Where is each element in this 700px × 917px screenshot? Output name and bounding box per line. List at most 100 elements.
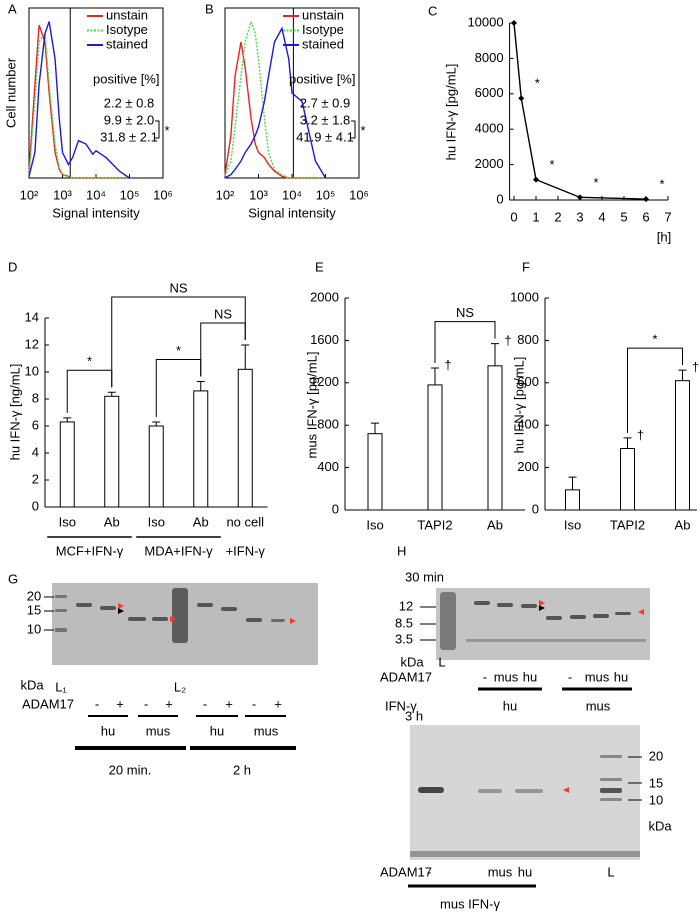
treatment: hu: [614, 669, 628, 684]
arrowhead: [118, 608, 124, 614]
bar-note: †: [637, 427, 644, 442]
error-bar: [107, 391, 116, 397]
data-point: [518, 95, 525, 102]
marker-size: 15: [649, 775, 663, 790]
y-tick-label: 800: [317, 417, 339, 432]
x-tick-label: 1: [532, 209, 539, 224]
panel-label: D: [8, 259, 17, 274]
error-bar: [63, 417, 72, 422]
x-tick-label: 10⁶: [349, 187, 369, 202]
x-tick-label: 6: [642, 209, 649, 224]
legend-label: stained: [106, 36, 148, 51]
x-tick-label: 10³: [249, 187, 268, 202]
y-tick-label: 1200: [310, 374, 339, 389]
x-axis-label: [h]: [657, 229, 671, 244]
arrowhead: [290, 618, 296, 624]
y-tick-label: 1000: [510, 289, 539, 304]
x-tick-label: 3: [576, 209, 583, 224]
treatment: -: [95, 696, 99, 711]
treatment: -: [427, 864, 431, 879]
treatment: -: [568, 669, 572, 684]
species: hu: [101, 723, 115, 738]
treatment: -: [483, 669, 487, 684]
error-bar: [152, 421, 161, 426]
bar: [193, 390, 209, 508]
significance-bracket: [200, 322, 246, 377]
y-tick-label: 0: [332, 501, 339, 516]
significance-bracket: [434, 321, 496, 363]
species: mus: [146, 723, 171, 738]
time: 2 h: [233, 762, 251, 777]
significance-label: *: [176, 343, 181, 358]
legend-label: unstain: [302, 7, 344, 22]
panel-label: C: [428, 3, 437, 18]
gel-background: [436, 588, 650, 660]
bar: [104, 395, 120, 508]
treatment: -: [252, 696, 256, 711]
marker-size: 12: [399, 598, 413, 613]
x-tick-label: 10³: [53, 187, 72, 202]
data-point: [643, 196, 649, 203]
unit: kDa: [400, 654, 424, 669]
unit: kDa: [648, 818, 672, 833]
time: 20 min.: [109, 762, 152, 777]
x-tick-label: Iso: [148, 514, 165, 529]
gel-bands: [410, 755, 640, 857]
time: 3 h: [405, 708, 423, 723]
y-tick-label: 800: [517, 332, 539, 347]
stat-value: 9.9 ± 2.0: [104, 112, 155, 127]
significance-label: *: [164, 123, 169, 138]
error-bar: [371, 422, 379, 434]
gel-h-bottom: 3 h 20 15 10 kDa ADAM17 - mus hu L mus I…: [380, 708, 672, 911]
y-tick-label: 10000: [467, 14, 503, 29]
significance-label: *: [652, 332, 657, 347]
x-tick-label: Ab: [193, 514, 209, 529]
significance-bracket: [351, 120, 356, 139]
treatment: +: [116, 696, 124, 711]
gel-bands: [55, 588, 285, 643]
panel-label: A: [8, 1, 17, 16]
bar-note: †: [504, 333, 511, 348]
y-tick-label: 8000: [475, 50, 504, 65]
arrowhead: [563, 787, 569, 793]
error-bar: [196, 380, 205, 391]
x-tick-label: 2: [554, 209, 561, 224]
stats-title: positive [%]: [93, 71, 159, 86]
x-tick-label: 10⁴: [86, 187, 106, 202]
group-label: MCF+IFN-γ: [56, 543, 124, 558]
significance-bracket: [111, 296, 246, 388]
bar: [427, 384, 443, 511]
legend-label: Isotype: [302, 22, 344, 37]
panel-label: F: [522, 259, 530, 274]
row-label: ADAM17: [22, 696, 74, 711]
significance-label: *: [360, 123, 365, 138]
bar-note: †: [692, 360, 699, 375]
stats-title: positive [%]: [289, 71, 355, 86]
x-tick-label: 10⁵: [316, 187, 336, 202]
treatment: -: [144, 696, 148, 711]
bar: [487, 365, 503, 511]
y-tick-label: 0: [32, 498, 39, 513]
x-tick-label: Ab: [675, 517, 691, 532]
treatment: hu: [523, 669, 537, 684]
y-tick-label: 400: [517, 417, 539, 432]
data-line: [513, 22, 647, 200]
y-tick-label: 8: [32, 390, 39, 405]
arrowhead: [170, 616, 176, 622]
error-bar: [568, 476, 577, 490]
bar: [675, 380, 690, 511]
arrowhead: [539, 600, 545, 606]
treatment: mus: [488, 864, 513, 879]
treatment: +: [274, 696, 282, 711]
significance-bracket: [627, 347, 683, 433]
data-line: [28, 21, 130, 179]
panel-label: G: [8, 571, 18, 586]
ifn-label: IFN-γ: [385, 698, 417, 713]
treatment: mus: [585, 669, 610, 684]
marker-size: 15: [27, 602, 41, 617]
y-axis-label: hu IFN-γ [pg/mL]: [511, 357, 526, 454]
panel-label: E: [315, 259, 324, 274]
point-label: *: [659, 177, 664, 192]
species: mus: [586, 698, 611, 713]
point-label: *: [593, 175, 598, 190]
